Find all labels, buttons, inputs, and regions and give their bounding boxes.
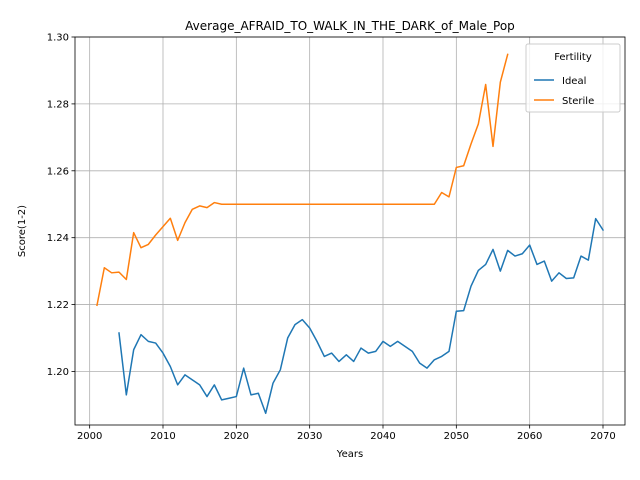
x-tick-label: 2040	[370, 431, 395, 442]
legend: Fertility Ideal Sterile	[525, 43, 621, 113]
x-tick-label: 2010	[150, 431, 175, 442]
x-tick-label: 2000	[77, 431, 102, 442]
x-tick-label: 2070	[590, 431, 615, 442]
y-tick-label: 1.20	[47, 367, 69, 378]
legend-box	[525, 43, 621, 113]
chart-title: Average_AFRAID_TO_WALK_IN_THE_DARK_of_Ma…	[185, 19, 515, 33]
legend-label-sterile: Sterile	[562, 96, 594, 107]
legend-title: Fertility	[554, 52, 592, 63]
y-tick-label: 1.28	[47, 99, 69, 110]
x-tick-label: 2060	[517, 431, 542, 442]
y-tick-label: 1.30	[47, 33, 69, 44]
x-tick-label: 2050	[444, 431, 469, 442]
series-line-ideal	[118, 217, 605, 415]
y-axis: 1.20 1.22 1.24 1.26 1.28 1.30	[47, 33, 75, 378]
x-tick-label: 2030	[297, 431, 322, 442]
y-tick-label: 1.26	[47, 166, 69, 177]
x-axis-label: Years	[336, 449, 363, 460]
y-axis-label: Score(1-2)	[17, 205, 28, 257]
legend-label-ideal: Ideal	[562, 76, 586, 87]
series-line-sterile	[96, 53, 509, 307]
y-tick-label: 1.22	[47, 300, 69, 311]
legend-entries: Ideal Sterile	[534, 76, 594, 107]
x-tick-label: 2020	[224, 431, 249, 442]
y-tick-label: 1.24	[47, 233, 69, 244]
series-layer	[96, 53, 605, 415]
x-axis: 2000 2010 2020 2030 2040 2050 2060 2070	[77, 425, 616, 442]
plot-frame	[74, 36, 626, 426]
